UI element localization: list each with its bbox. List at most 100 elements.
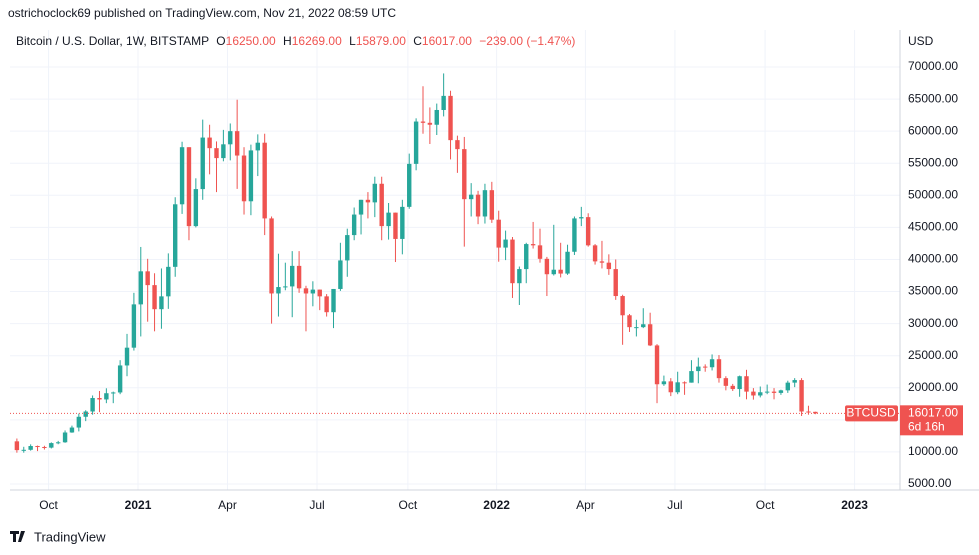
y-tick-label: 5000.00 xyxy=(908,476,952,490)
candle-body xyxy=(613,269,618,297)
candle-body xyxy=(14,441,20,451)
candle-body xyxy=(771,391,777,393)
candle-body xyxy=(709,359,715,368)
header: ostrichoclock69 published on TradingView… xyxy=(8,6,396,20)
candle-body xyxy=(427,122,433,125)
candle-body xyxy=(806,411,811,413)
candle-body xyxy=(55,442,61,444)
high-label: H xyxy=(283,34,292,48)
change: −239.00 (−1.47%) xyxy=(479,34,575,48)
open-label: O xyxy=(216,34,225,48)
y-tick-label: 10000.00 xyxy=(908,444,958,458)
candle-body xyxy=(668,381,673,393)
footer-text: TradingView xyxy=(34,529,106,544)
candle-body xyxy=(241,155,247,202)
y-tick-label: 60000.00 xyxy=(908,123,958,137)
candle-body xyxy=(62,432,68,443)
y-tick-label: 35000.00 xyxy=(908,284,958,298)
symbol-tag-text: BTCUSD xyxy=(846,405,896,419)
candle-body xyxy=(675,382,680,393)
candle-body xyxy=(448,95,453,141)
candle-body xyxy=(338,260,343,289)
low-value: 15879.00 xyxy=(356,34,406,48)
candle-body xyxy=(799,380,804,412)
close-label: C xyxy=(413,34,422,48)
candle-body xyxy=(159,296,164,310)
candle-body xyxy=(503,239,508,248)
candle-body xyxy=(620,296,625,316)
candle-body xyxy=(606,262,612,270)
candle-body xyxy=(351,214,357,236)
candle-body xyxy=(303,288,309,294)
candle-body xyxy=(28,446,33,450)
candle-body xyxy=(255,142,260,151)
candle-body xyxy=(572,218,577,252)
x-tick-label: Jul xyxy=(667,498,682,512)
candle-body xyxy=(413,121,419,164)
candle-body xyxy=(627,315,632,328)
candle-body xyxy=(372,183,378,203)
candle-body xyxy=(730,385,735,390)
y-tick-label: 65000.00 xyxy=(908,91,958,105)
candle-body xyxy=(544,258,550,275)
candle-body xyxy=(510,239,515,284)
x-tick-label: Oct xyxy=(399,498,418,512)
candle-body xyxy=(379,183,384,227)
candle-body xyxy=(358,199,364,215)
x-tick-label: Jul xyxy=(309,498,324,512)
candle-body xyxy=(482,190,488,217)
candle-body xyxy=(186,147,192,227)
candle-body xyxy=(214,148,219,159)
symbol: Bitcoin / U.S. Dollar, 1W, BITSTAMP xyxy=(16,34,209,48)
candle-body xyxy=(317,289,322,297)
candle-body xyxy=(145,271,150,286)
candle-body xyxy=(744,376,749,392)
candle-body xyxy=(393,212,398,239)
candle-body xyxy=(634,327,639,329)
candle-body xyxy=(200,137,205,190)
candle-body xyxy=(83,411,88,417)
candle-body xyxy=(42,446,47,448)
candle-body xyxy=(489,190,495,220)
candle-body xyxy=(290,265,295,287)
candle-body xyxy=(530,244,536,246)
candle-body xyxy=(723,378,729,386)
candle-body xyxy=(641,324,646,328)
candle-body xyxy=(599,261,605,263)
candle-body xyxy=(654,345,660,385)
candle-body xyxy=(131,304,137,348)
candle-body xyxy=(138,271,143,305)
candle-body xyxy=(331,288,336,313)
candle-body xyxy=(751,391,756,396)
x-tick-label: Apr xyxy=(576,498,595,512)
candle-body xyxy=(737,376,742,390)
candle-body xyxy=(524,244,529,270)
high-value: 16269.00 xyxy=(292,34,342,48)
logo-icon xyxy=(10,531,25,542)
candle-body xyxy=(104,393,109,400)
candle-body xyxy=(179,147,185,205)
candle-body xyxy=(386,212,391,227)
candle-body xyxy=(324,296,329,313)
candle-body xyxy=(228,131,233,145)
candle-body xyxy=(407,163,412,207)
candle-body xyxy=(647,324,653,346)
candle-body xyxy=(689,371,694,383)
marks-layer xyxy=(10,73,900,453)
candle-body xyxy=(764,391,770,393)
close-value: 16017.00 xyxy=(422,34,472,48)
candle-body xyxy=(49,443,54,448)
candle-body xyxy=(152,285,157,310)
candle-body xyxy=(496,219,501,248)
x-tick-label: Apr xyxy=(218,498,237,512)
x-tick-label: 2021 xyxy=(125,498,152,512)
candle-body xyxy=(792,380,797,383)
candle-body xyxy=(221,144,226,159)
candle-body xyxy=(69,427,75,433)
candle-body xyxy=(124,347,130,366)
candle-body xyxy=(117,365,123,393)
grid-layer xyxy=(10,30,900,490)
symbol-tag xyxy=(845,405,898,422)
candle-body xyxy=(111,392,116,394)
